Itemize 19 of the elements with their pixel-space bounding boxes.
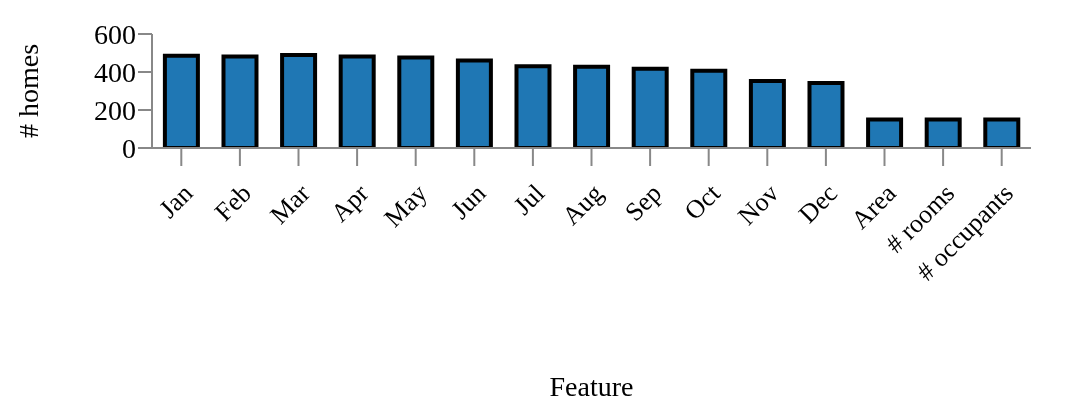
y-tick-label: 600 (94, 18, 136, 50)
x-axis-title: Feature (549, 371, 634, 402)
x-tick-label: Sep (619, 178, 668, 227)
y-axis-title: # homes (12, 43, 44, 139)
x-tick-label: Apr (325, 178, 375, 228)
y-tick-label: 400 (94, 56, 136, 88)
x-tick-label: Mar (264, 178, 316, 230)
x-tick-label: Jul (508, 178, 551, 221)
x-tick-label: May (378, 178, 433, 233)
x-tick-label: Feb (208, 178, 258, 227)
x-tick-label: Nov (732, 178, 785, 231)
x-tick-label: Oct (678, 178, 727, 226)
y-tick-label: 200 (94, 94, 136, 126)
x-tick-label: Jan (153, 178, 199, 224)
y-tick-label: 0 (122, 132, 136, 164)
x-tick-label: Area (845, 178, 902, 235)
x-tick-label: Jun (445, 178, 492, 225)
x-tick-label: Aug (556, 178, 609, 231)
x-tick-label: Dec (792, 178, 844, 229)
